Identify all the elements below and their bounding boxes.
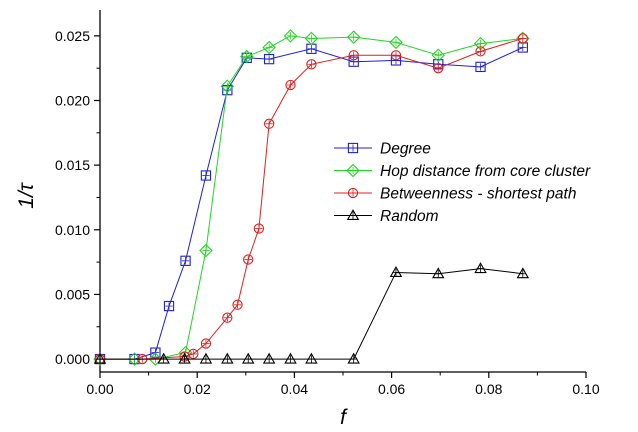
y-tick-label: 0.015	[55, 157, 90, 173]
data-point	[263, 118, 275, 129]
data-point	[200, 170, 212, 181]
legend-marker	[346, 209, 360, 221]
x-tick-label: 0.04	[281, 381, 308, 397]
legend-item: Degree	[334, 141, 431, 158]
data-point	[93, 352, 107, 364]
legend-marker	[346, 163, 360, 178]
legend-label: Betweenness - shortest path	[380, 186, 576, 203]
x-tick-label: 0.10	[572, 381, 599, 397]
data-point	[200, 338, 212, 349]
data-point	[241, 352, 255, 364]
legend-label: Degree	[380, 141, 431, 158]
data-point	[178, 352, 191, 364]
x-tick-label: 0.08	[475, 381, 502, 397]
data-point	[262, 352, 276, 364]
data-point	[163, 300, 175, 312]
y-tick-label: 0.005	[55, 286, 90, 302]
data-point	[389, 266, 403, 277]
legend: Degree Hop distance from core cluster Betw…	[334, 141, 591, 225]
x-tick-label: 0.02	[184, 381, 211, 397]
data-point	[243, 254, 254, 265]
data-point	[475, 46, 486, 57]
data-point	[222, 312, 233, 323]
data-point	[284, 352, 297, 364]
data-point	[188, 348, 199, 360]
y-tick-label: 0.000	[55, 351, 90, 367]
data-point	[389, 35, 403, 50]
data-point	[199, 352, 213, 364]
data-point	[475, 61, 486, 73]
series-3	[94, 33, 528, 365]
y-tick-label: 0.010	[55, 222, 90, 238]
data-point	[240, 49, 254, 64]
x-axis-label: f	[340, 406, 348, 429]
data-point	[348, 50, 359, 61]
data-point	[306, 59, 317, 70]
series-1	[94, 42, 528, 365]
data-point	[221, 352, 234, 364]
data-point	[432, 267, 445, 279]
data-point	[262, 40, 276, 55]
legend-label: Hop distance from core cluster	[380, 163, 591, 180]
data-point	[516, 267, 530, 279]
series-4	[93, 262, 530, 364]
legend-item: Random	[334, 208, 439, 225]
data-point	[474, 262, 487, 274]
data-point	[306, 43, 317, 54]
data-point	[305, 352, 318, 364]
y-axis-label: 1/τ	[15, 182, 38, 209]
data-point	[390, 50, 402, 61]
legend-marker	[347, 142, 359, 154]
legend-marker	[347, 187, 359, 199]
y-tick-label: 0.020	[55, 93, 90, 109]
data-point	[431, 48, 446, 63]
legend-item: Hop distance from core cluster	[334, 163, 591, 180]
data-point	[283, 29, 298, 43]
data-point	[263, 53, 275, 65]
data-point	[180, 255, 191, 266]
axes: 0.00 0.02 0.04 0.06 0.08 0.10 0.000 0.005 0.010 0…	[55, 10, 600, 397]
data-point	[157, 352, 170, 364]
y-tick-label: 0.025	[55, 28, 90, 44]
data-point	[346, 30, 361, 44]
data-point	[232, 299, 243, 310]
data-point	[517, 33, 528, 44]
x-tick-label: 0.06	[378, 381, 405, 397]
series-line	[100, 268, 523, 360]
series-layer	[93, 29, 530, 366]
data-point	[199, 243, 213, 258]
data-point	[304, 31, 319, 46]
x-tick-label: 0.00	[86, 381, 113, 397]
data-point	[347, 352, 360, 364]
data-point	[220, 79, 235, 94]
data-point	[285, 79, 296, 91]
series-line	[100, 47, 524, 360]
data-point	[433, 63, 444, 74]
legend-item: Betweenness - shortest path	[334, 186, 576, 203]
legend-label: Random	[380, 208, 439, 225]
data-point	[253, 223, 265, 234]
